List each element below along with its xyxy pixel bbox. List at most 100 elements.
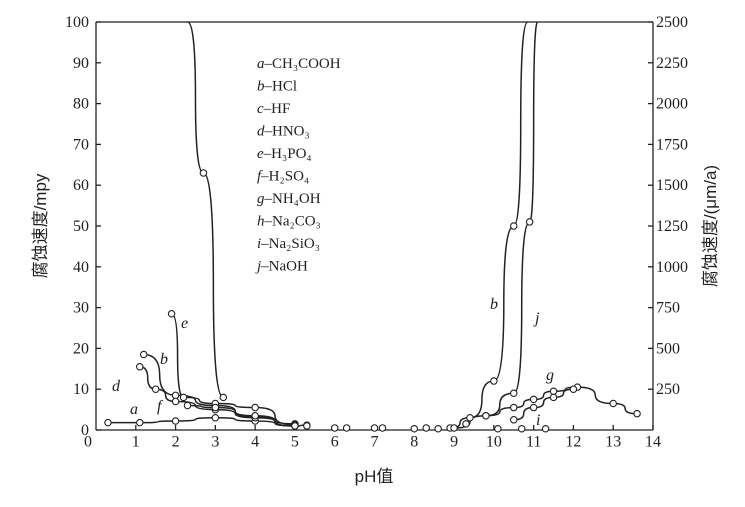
y-left-tick-label: 60 (73, 177, 89, 194)
point-neutral_points (342, 424, 351, 432)
point-e (167, 309, 176, 318)
point-f (183, 401, 192, 410)
point-a (136, 418, 144, 427)
legend-entry-g: g–NH₄OH (257, 191, 321, 207)
point-f (211, 403, 220, 412)
y-left-tick-label: 90 (73, 55, 89, 72)
axes (95, 21, 654, 431)
ticks: 0 1 2 3 4 5 6 7 8 9 10 11 12 13 1401020304050607080901… (65, 14, 688, 450)
legend-entry-e: e–H₃PO₄ (257, 146, 312, 162)
point-neutral_points (434, 425, 442, 433)
point-e (251, 403, 259, 412)
point-f (291, 422, 299, 430)
point-i (494, 425, 502, 433)
curve-label-d: d (112, 378, 121, 395)
point-i (517, 425, 526, 433)
point-h (509, 416, 518, 424)
y-right-tick-label: 2250 (656, 55, 688, 72)
legend-entry-i: i–Na₂SiO₃ (257, 236, 320, 252)
point-a (211, 414, 220, 422)
y-left-tick-label: 40 (73, 259, 89, 276)
point-d (171, 397, 180, 406)
y-left-tick-label: 70 (73, 136, 89, 153)
y-right-tick-label: 2000 (656, 96, 688, 113)
point-g (529, 395, 538, 404)
curve-f (187, 404, 295, 427)
curve-label-b-acid: b (160, 351, 168, 368)
y-left-tick-label: 0 (81, 422, 89, 439)
y-right-tick-label: 1750 (656, 136, 688, 153)
point-neutral_points (378, 424, 387, 432)
point-h (549, 393, 558, 402)
y-right-tick-label: 1000 (656, 259, 688, 276)
point-g (609, 399, 617, 408)
y-right-tick-label: 1250 (656, 218, 688, 235)
y-axis-title-left: 腐蚀速度/mpy (31, 173, 50, 278)
x-tick-label: 5 (291, 433, 299, 450)
point-neutral_points (462, 420, 470, 428)
data-points (104, 169, 641, 433)
y-right-tick-label: 750 (656, 300, 680, 317)
point-g (482, 411, 490, 420)
x-tick-label: 3 (211, 433, 219, 450)
x-tick-label: 4 (251, 433, 259, 450)
legend-entry-h: h–Na₂CO₃ (257, 214, 321, 230)
point-h (529, 403, 538, 412)
legend-entry-a: a–CH₃COOH (257, 56, 341, 72)
x-tick-label: 10 (486, 433, 502, 450)
curve-labels: a b d e f b j g i (112, 296, 554, 429)
point-neutral_points (330, 424, 339, 432)
x-tick-label: 6 (331, 433, 339, 450)
curve-label-f: f (157, 398, 164, 415)
point-neutral_points (422, 424, 430, 432)
x-tick-label: 9 (450, 433, 458, 450)
point-b (171, 391, 180, 400)
legend-entry-d: d–HNO₃ (257, 124, 310, 140)
point-h (569, 385, 578, 393)
point-a (171, 417, 180, 425)
y-left-tick-label: 20 (73, 340, 89, 357)
point-f (251, 411, 259, 420)
point-c (219, 393, 228, 402)
curve-label-b-alkaline: b (490, 296, 498, 313)
legend-entry-j: j–NaOH (255, 259, 308, 275)
curve-j (454, 21, 539, 429)
point-i (541, 425, 550, 433)
curves (107, 21, 638, 429)
curve-label-j: j (533, 310, 540, 327)
y-left-tick-label: 80 (73, 96, 89, 113)
point-d (151, 385, 160, 393)
legend-entry-b: b–HCl (257, 79, 297, 95)
y-right-tick-label: 250 (656, 381, 680, 398)
x-axis-title: pH值 (355, 467, 394, 486)
point-b_alkaline (509, 222, 518, 230)
y-right-tick-label: 1500 (656, 177, 688, 194)
y-left-tick-label: 30 (73, 300, 89, 317)
legend-entry-c: c–HF (257, 101, 290, 117)
curve-label-i: i (536, 412, 540, 429)
x-tick-label: 11 (526, 433, 541, 450)
x-tick-label: 12 (565, 433, 581, 450)
point-neutral_points (370, 424, 379, 432)
curve-label-a: a (130, 401, 138, 418)
curve-label-e: e (181, 315, 188, 332)
point-b_alkaline (490, 377, 498, 385)
y-left-tick-label: 50 (73, 218, 89, 235)
point-j (509, 389, 518, 398)
curve-label-g: g (546, 367, 554, 384)
point-a (104, 418, 112, 427)
x-tick-label: 8 (410, 433, 418, 450)
x-tick-label: 14 (645, 433, 661, 450)
curve-c (187, 21, 224, 399)
point-g (509, 403, 518, 412)
point-neutral_points (303, 422, 311, 430)
y-left-tick-label: 100 (65, 14, 89, 31)
x-tick-label: 2 (172, 433, 180, 450)
x-tick-label: 1 (132, 433, 140, 450)
point-e (179, 393, 188, 402)
y-right-tick-label: 2500 (656, 14, 688, 31)
x-tick-label: 7 (371, 433, 379, 450)
curve-h (513, 388, 574, 421)
